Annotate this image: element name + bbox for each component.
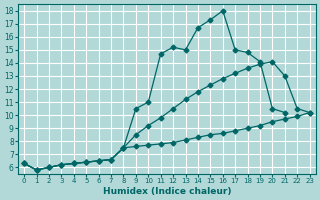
X-axis label: Humidex (Indice chaleur): Humidex (Indice chaleur) bbox=[103, 187, 231, 196]
